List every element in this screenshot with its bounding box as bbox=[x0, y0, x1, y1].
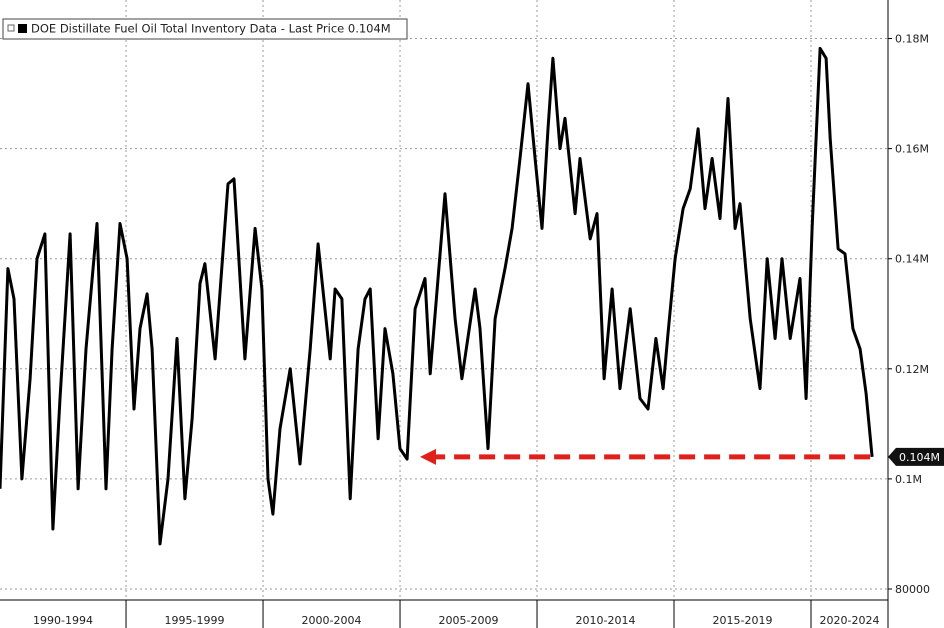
y-tick-label: 0.18M bbox=[895, 33, 929, 46]
y-tick-label: 80000 bbox=[895, 583, 930, 596]
x-period-label: 2010-2014 bbox=[576, 614, 636, 627]
x-period-label: 2015-2019 bbox=[713, 614, 773, 627]
y-tick-label: 0.16M bbox=[895, 143, 929, 156]
legend-title: DOE Distillate Fuel Oil Total Inventory … bbox=[31, 22, 391, 36]
last-price-tag bbox=[888, 447, 944, 466]
x-period-label: 2000-2004 bbox=[302, 614, 362, 627]
x-period-label: 2005-2009 bbox=[439, 614, 499, 627]
legend-toggle bbox=[7, 24, 15, 32]
legend-box bbox=[2, 18, 408, 40]
annotation-arrowhead bbox=[420, 448, 437, 465]
x-period-label: 1995-1999 bbox=[165, 614, 225, 627]
last-price-label: 0.104M bbox=[899, 451, 940, 464]
grid bbox=[0, 0, 888, 600]
plot bbox=[0, 46, 874, 546]
x-period-label: 1990-1994 bbox=[33, 614, 93, 627]
legend-swatch bbox=[18, 24, 27, 33]
legend: DOE Distillate Fuel Oil Total Inventory … bbox=[2, 18, 408, 40]
y-tick-label: 0.14M bbox=[895, 253, 929, 266]
x-period-label: 2020-2024 bbox=[820, 614, 880, 627]
data-line bbox=[0, 46, 874, 546]
y-tick-label: 0.12M bbox=[895, 363, 929, 376]
y-tick-label: 0.1M bbox=[895, 473, 922, 486]
